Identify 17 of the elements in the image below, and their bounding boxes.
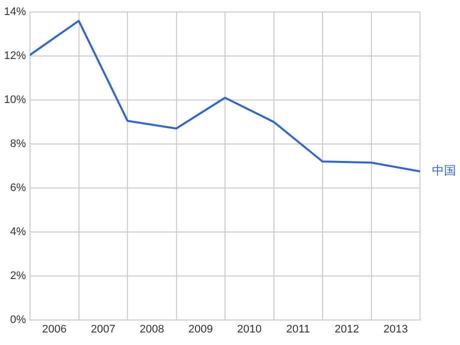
y-tick-label: 8% xyxy=(10,138,26,150)
y-tick-label: 0% xyxy=(10,314,26,326)
x-tick-label: 2012 xyxy=(334,323,360,336)
series-label: 中国 xyxy=(432,164,456,178)
x-tick-label: 2008 xyxy=(140,323,164,336)
y-tick-label: 12% xyxy=(4,50,26,62)
x-tick-label: 2009 xyxy=(188,323,213,336)
x-tick-label: 2010 xyxy=(237,323,262,336)
y-tick-label: 6% xyxy=(10,182,26,194)
y-tick-label: 10% xyxy=(4,94,26,106)
y-tick-label: 4% xyxy=(10,226,26,238)
x-tick-label: 2006 xyxy=(42,323,67,336)
x-tick-label: 2013 xyxy=(383,323,408,336)
y-tick-label: 14% xyxy=(4,6,26,18)
x-tick-label: 2007 xyxy=(90,323,116,336)
y-tick-label: 2% xyxy=(10,270,26,282)
x-tick-label: 2011 xyxy=(286,323,310,336)
